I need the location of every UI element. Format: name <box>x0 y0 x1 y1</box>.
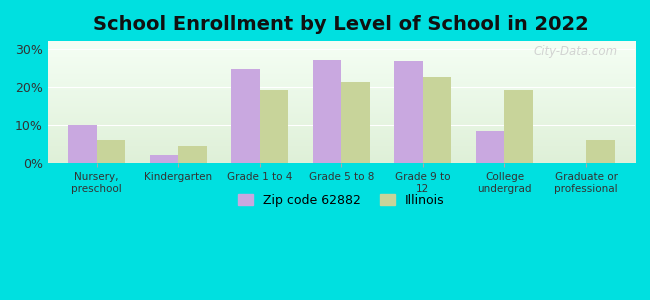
Bar <box>586 140 615 163</box>
Bar <box>395 61 423 163</box>
Bar <box>476 131 504 163</box>
Text: City-Data.com: City-Data.com <box>533 45 618 58</box>
Bar <box>231 69 260 163</box>
Bar <box>313 60 341 163</box>
Bar <box>260 90 289 163</box>
Legend: Zip code 62882, Illinois: Zip code 62882, Illinois <box>233 189 450 212</box>
Bar <box>341 82 370 163</box>
Bar <box>68 125 97 163</box>
Bar <box>97 140 125 163</box>
Bar <box>150 154 178 163</box>
Bar <box>423 76 452 163</box>
Title: School Enrollment by Level of School in 2022: School Enrollment by Level of School in … <box>94 15 590 34</box>
Bar <box>504 90 533 163</box>
Bar <box>178 146 207 163</box>
